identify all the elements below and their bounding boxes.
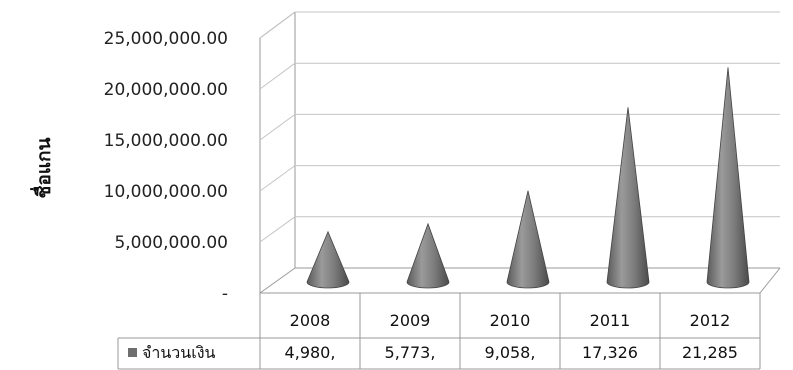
data-value-label: 5,773,	[385, 343, 436, 362]
y-tick-label: 15,000,000.00	[104, 131, 228, 151]
gridline-side	[259, 216, 296, 243]
series-name: จำนวนเงิน	[142, 343, 216, 362]
floor-left-edge	[259, 267, 296, 294]
y-axis-title: ชื่อแกน	[30, 137, 55, 198]
data-value-label: 21,285	[682, 343, 738, 362]
gridline-side	[259, 11, 296, 39]
category-label: 2012	[690, 311, 731, 330]
cone-series	[306, 67, 750, 289]
gridline-side	[259, 62, 296, 90]
y-tick-label: 10,000,000.00	[104, 182, 228, 202]
gridline-side	[259, 113, 296, 141]
category-label: 2009	[390, 311, 431, 330]
y-tick-label: 5,000,000.00	[114, 233, 228, 253]
y-axis-ticks: - 5,000,000.00 10,000,000.00 15,000,000.00 2…	[104, 29, 228, 304]
gridline-side	[259, 165, 296, 192]
cone-bar	[306, 230, 350, 289]
legend-swatch	[128, 348, 137, 357]
gridlines	[259, 11, 780, 243]
category-label: 2008	[290, 311, 331, 330]
y-tick-label: 20,000,000.00	[104, 80, 228, 100]
data-table: 2008 2009 2010 2011 2012 จำนวนเงิน 4,980…	[117, 292, 761, 370]
category-label: 2011	[590, 311, 631, 330]
category-label: 2010	[490, 311, 531, 330]
data-value-label: 4,980,	[285, 343, 336, 362]
data-value-label: 9,058,	[485, 343, 536, 362]
cone-bar	[506, 190, 550, 289]
cone-bar	[706, 67, 750, 289]
data-value-label: 17,326	[582, 343, 638, 362]
cone-bar	[606, 107, 650, 289]
y-tick-label: 25,000,000.00	[104, 29, 228, 49]
floor-right-edge	[759, 267, 781, 294]
y-tick-label: -	[222, 284, 228, 304]
cone-bar	[406, 222, 450, 289]
